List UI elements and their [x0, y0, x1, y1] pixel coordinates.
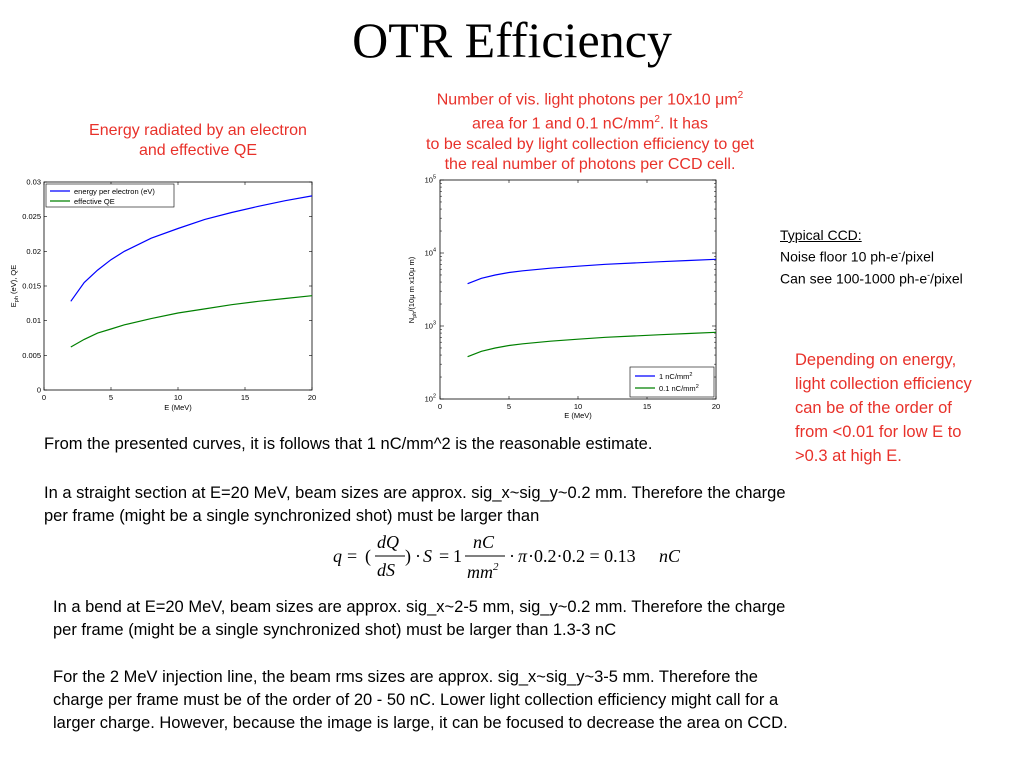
svg-text:mm2: mm2	[467, 561, 499, 582]
efficiency-note-line-4: from <0.01 for low E to	[795, 423, 962, 441]
legend-energy-label: energy per electron (eV)	[74, 187, 155, 196]
svg-text:π: π	[518, 546, 528, 566]
y-tick-label: 0	[37, 386, 41, 395]
right-legend: 1 nC/mm2 0.1 nC/mm2	[629, 366, 715, 398]
svg-text:): )	[405, 546, 411, 567]
svg-text:S: S	[423, 546, 432, 566]
x-tick-label: 10	[574, 402, 582, 411]
legend-1nc-label: 1 nC/mm2	[659, 372, 692, 381]
y-tick-label: 0.015	[22, 282, 41, 291]
efficiency-note-line-2: light collection efficiency	[795, 375, 972, 393]
legend-qe-label: effective QE	[74, 197, 115, 206]
right-plot-frame	[439, 179, 717, 400]
x-tick-label: 15	[241, 393, 249, 402]
svg-text:=: =	[439, 546, 449, 566]
x-tick-label: 5	[109, 393, 113, 402]
series-qe-line	[70, 295, 313, 348]
svg-text:·0.2·0.2 = 0.13: ·0.2·0.2 = 0.13	[528, 546, 636, 566]
svg-text:q: q	[333, 546, 342, 566]
right-caption-line-1: Number of vis. light photons per 10x10 μ…	[436, 90, 744, 109]
x-tick-label: 20	[308, 393, 316, 402]
charge-equation: q = ( dQ dS ) · S = 1 nC mm2 · π ·0.2·0.…	[333, 532, 681, 582]
right-x-axis-label: E (MeV)	[564, 411, 592, 420]
efficiency-note-line-1: Depending on energy,	[795, 351, 957, 369]
series-0.1nc-line	[467, 331, 717, 358]
noise-floor-line: Noise floor 10 ph-e-/pixel	[780, 248, 934, 265]
left-caption-line-2: and effective QE	[139, 142, 257, 159]
y-tick-label: 0.005	[22, 351, 41, 360]
right-caption-line-3: to be scaled by light collection efficie…	[426, 135, 754, 153]
right-caption-line-2: area for 1 and 0.1 nC/mm2. It has	[472, 114, 708, 133]
x-tick-label: 10	[174, 393, 182, 402]
y-tick-label: 0.01	[26, 316, 41, 325]
svg-text:dQ: dQ	[377, 532, 399, 552]
left-legend: energy per electron (eV) effective QE	[45, 183, 175, 208]
x-tick-label: 15	[643, 402, 651, 411]
right-chart-caption: Number of vis. light photons per 10x10 μ…	[378, 86, 802, 175]
left-plot-frame	[43, 181, 313, 391]
svg-text:·: ·	[509, 546, 515, 566]
svg-text:nC: nC	[473, 532, 495, 552]
svg-text:nC: nC	[659, 546, 681, 566]
series-1nc-line	[467, 258, 717, 285]
svg-text:·: ·	[415, 546, 421, 566]
left-x-axis-label: E (MeV)	[164, 403, 192, 412]
efficiency-note-line-3: can be of the order of	[795, 399, 952, 417]
svg-text:1: 1	[453, 546, 462, 566]
paragraph-bend: In a bend at E=20 MeV, beam sizes are ap…	[53, 598, 786, 639]
can-see-line: Can see 100-1000 ph-e-/pixel	[780, 269, 963, 287]
right-y-axis-label: Nph/(10μ m x10μ m)	[407, 256, 418, 323]
y-tick-label: 103	[425, 321, 436, 331]
y-tick-label: 0.03	[26, 178, 41, 187]
slide-title: OTR Efficiency	[352, 12, 672, 68]
efficiency-note-line-5: >0.3 at high E.	[795, 447, 902, 465]
typical-ccd-note: Typical CCD: Noise floor 10 ph-e-/pixel …	[780, 226, 963, 287]
y-tick-label: 0.025	[22, 212, 41, 221]
y-tick-label: 104	[425, 248, 436, 258]
paragraph-estimate: From the presented curves, it is follows…	[44, 435, 653, 453]
svg-text:(: (	[365, 546, 371, 567]
legend-0.1nc-label: 0.1 nC/mm2	[659, 384, 699, 393]
typical-ccd-heading: Typical CCD:	[780, 227, 862, 243]
energy-qe-chart: 0 5 10 15 20 0 0.005 0.01 0.015 0.02 0.025 0.03 en…	[9, 178, 316, 413]
series-energy-line	[70, 195, 313, 302]
y-tick-label: 0.02	[26, 247, 41, 256]
x-tick-label: 5	[507, 402, 511, 411]
x-tick-label: 0	[438, 402, 442, 411]
left-chart-caption: Energy radiated by an electron and effec…	[40, 121, 356, 161]
x-tick-label: 0	[42, 393, 46, 402]
photon-count-chart: 0 5 10 15 20 102 103 104 105 1 nC/mm2 0.1 nC/mm…	[407, 175, 720, 421]
svg-text:dS: dS	[377, 560, 395, 580]
svg-text:=: =	[347, 546, 357, 566]
x-tick-label: 20	[712, 402, 720, 411]
left-caption-line-1: Energy radiated by an electron	[89, 122, 307, 139]
y-tick-label: 102	[425, 394, 436, 404]
paragraph-straight-section: In a straight section at E=20 MeV, beam …	[44, 484, 786, 525]
collection-efficiency-note: Depending on energy, light collection ef…	[795, 348, 972, 468]
left-y-axis-label: Eph (eV), QE	[9, 265, 20, 307]
y-tick-label: 105	[425, 175, 436, 185]
paragraph-injection-line: For the 2 MeV injection line, the beam r…	[53, 668, 788, 732]
right-caption-line-4: the real number of photons per CCD cell.	[444, 155, 736, 173]
